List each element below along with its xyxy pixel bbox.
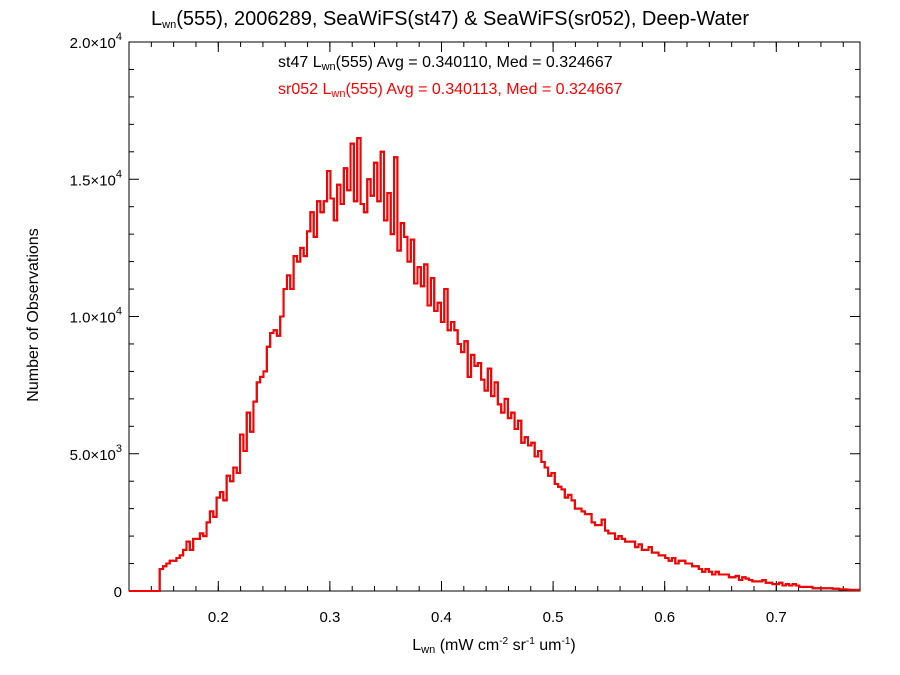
- y-tick-exponent: 3: [116, 443, 122, 455]
- x-tick-label: 0.4: [431, 609, 452, 626]
- x-tick-label: 0.6: [654, 609, 675, 626]
- x-tick-label: 0.2: [208, 609, 229, 626]
- stats-sr052: sr052 Lwn(555) Avg = 0.340113, Med = 0.3…: [278, 81, 623, 100]
- y-tick-label: 2.0×104: [70, 31, 122, 52]
- y-tick-label: 5.0×103: [70, 443, 122, 464]
- y-tick-mantissa: 1.5×10: [70, 172, 116, 189]
- y-tick-mantissa: 5.0×10: [70, 447, 116, 464]
- series-sr052: [129, 137, 860, 592]
- chart-title: Lwn(555), 2006289, SeaWiFS(st47) & SeaWi…: [151, 8, 749, 31]
- x-tick-label: 0.7: [766, 609, 787, 626]
- plot-frame: [128, 41, 861, 592]
- y-tick-mantissa: 2.0×10: [70, 35, 116, 52]
- y-tick-exponent: 4: [116, 306, 122, 318]
- stats-st47: st47 Lwn(555) Avg = 0.340110, Med = 0.32…: [278, 54, 613, 73]
- x-tick-label: 0.5: [543, 609, 564, 626]
- y-tick-label: 0: [114, 584, 122, 601]
- y-tick-exponent: 4: [116, 168, 122, 180]
- x-axis-label: Lwn (mW cm-2 sr-1 um-1): [412, 636, 576, 656]
- y-tick-mantissa: 1.0×10: [70, 310, 116, 327]
- x-tick-label: 0.3: [319, 609, 340, 626]
- y-tick-exponent: 4: [116, 31, 122, 43]
- series-st47: [129, 137, 860, 592]
- y-tick-label: 1.0×104: [70, 306, 122, 327]
- y-tick-mantissa: 0: [114, 584, 122, 601]
- y-tick-label: 1.5×104: [70, 168, 122, 189]
